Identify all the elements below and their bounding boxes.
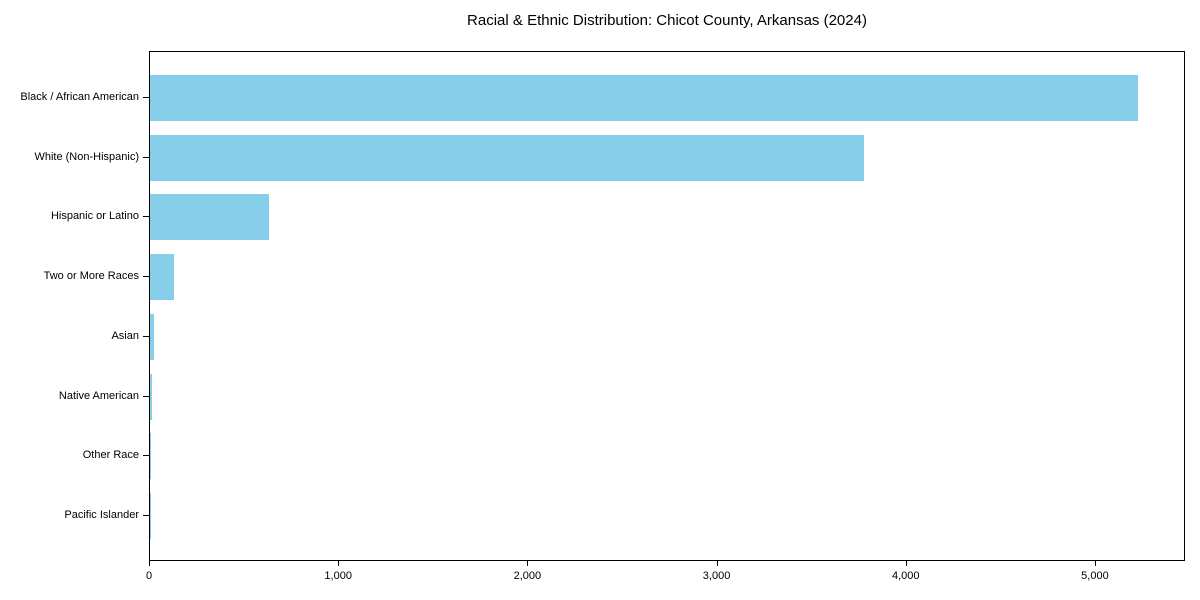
- x-axis-tick-label: 5,000: [1081, 570, 1109, 582]
- bar-asian: [150, 313, 154, 360]
- bar-native-american: [150, 373, 153, 420]
- y-axis-tick: [143, 514, 149, 516]
- y-axis-label: White (Non-Hispanic): [34, 150, 139, 163]
- y-axis-tick: [143, 276, 149, 278]
- y-axis-label: Two or More Races: [43, 270, 139, 283]
- x-axis-tick: [149, 561, 150, 566]
- y-axis-label: Hispanic or Latino: [50, 210, 139, 223]
- plot-area: [149, 51, 1185, 561]
- y-axis-label: Pacific Islander: [64, 508, 139, 521]
- x-axis-tick: [716, 561, 718, 566]
- y-axis-tick: [143, 455, 149, 457]
- bar-other-race: [150, 433, 151, 480]
- y-axis-label: Native American: [58, 389, 139, 402]
- x-axis-tick: [527, 561, 529, 566]
- bar-two-or-more-races: [150, 254, 175, 301]
- x-axis-tick: [1094, 561, 1096, 566]
- x-axis-tick: [905, 561, 907, 566]
- y-axis-label: Asian: [111, 329, 139, 342]
- bar-black-african-american: [150, 75, 1138, 121]
- y-axis-tick: [143, 97, 149, 98]
- y-axis-tick: [143, 216, 149, 218]
- y-axis-label: Other Race: [82, 449, 139, 462]
- bar-hispanic-or-latino: [150, 194, 270, 241]
- bar-white-non-hispanic: [150, 134, 865, 181]
- chart-title: Racial & Ethnic Distribution: Chicot Cou…: [467, 12, 867, 29]
- x-axis-tick-label: 3,000: [702, 570, 731, 582]
- y-axis-tick: [143, 395, 149, 397]
- x-axis-tick-label: 1,000: [324, 570, 352, 582]
- x-axis-tick: [338, 561, 340, 566]
- y-axis-tick: [143, 335, 149, 337]
- x-axis-tick-label: 0: [145, 570, 153, 582]
- x-axis-tick-label: 2,000: [513, 570, 542, 582]
- x-axis-tick-label: 4,000: [891, 570, 920, 582]
- y-axis-tick: [143, 156, 149, 158]
- y-axis-label: Black / African American: [20, 91, 139, 103]
